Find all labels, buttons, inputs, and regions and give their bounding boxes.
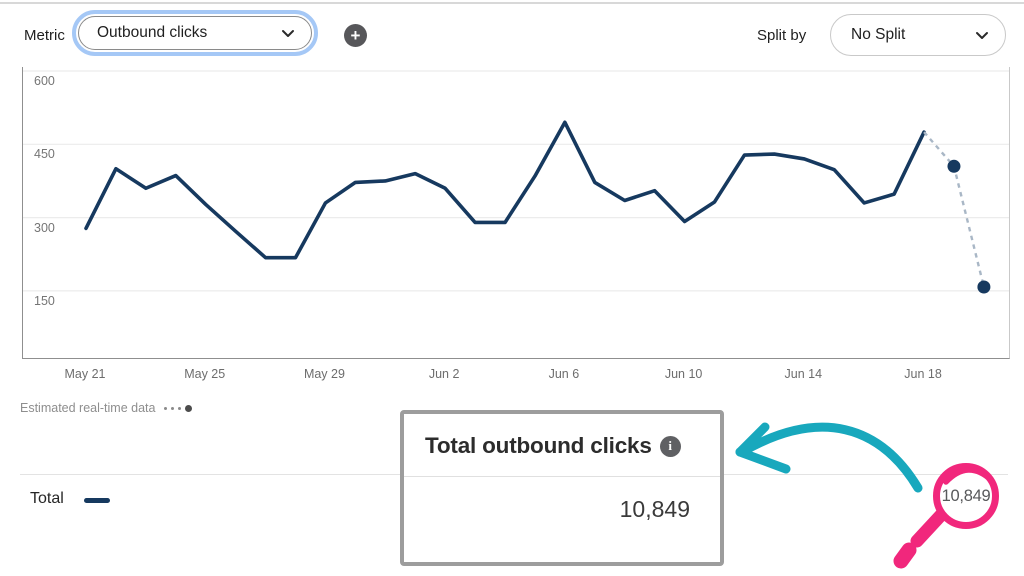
info-icon[interactable]: i — [659, 435, 681, 457]
x-axis-label: Jun 14 — [784, 367, 823, 381]
split-by-label: Split by — [757, 27, 807, 44]
chart-line-total — [84, 120, 926, 260]
annotation-arrow-icon — [735, 422, 923, 493]
estimated-point-dot — [947, 159, 961, 173]
estimated-dots-icon — [164, 404, 193, 412]
estimated-point-dot — [977, 280, 991, 294]
x-axis-label: Jun 10 — [664, 367, 703, 381]
card-title: Total outbound clicks — [425, 433, 652, 458]
x-axis-label: Jun 2 — [428, 367, 460, 381]
x-axis-label: Jun 18 — [904, 367, 942, 381]
x-axis-labels: May 21 May 25 May 29 Jun 2 Jun 6 Jun 10 Jun 14… — [22, 367, 1008, 385]
chevron-down-icon — [281, 29, 295, 38]
total-outbound-clicks-card: Total outbound clicks i 10,849 — [400, 410, 724, 566]
metric-dropdown-inner[interactable]: Outbound clicks — [78, 16, 312, 50]
metric-label: Metric — [24, 27, 65, 44]
estimated-data-legend: Estimated real-time data — [20, 401, 193, 415]
split-by-dropdown-value: No Split — [851, 26, 906, 43]
x-axis-label: May 21 — [64, 367, 106, 381]
top-divider-line — [0, 2, 1024, 4]
y-axis-label: 300 — [34, 220, 55, 235]
chevron-down-icon — [975, 31, 989, 40]
magnifier-handle-icon — [893, 507, 949, 569]
total-series-line-swatch — [84, 498, 110, 503]
estimated-data-label: Estimated real-time data — [20, 401, 156, 415]
y-axis-label: 450 — [34, 147, 55, 162]
metric-dropdown-value: Outbound clicks — [97, 24, 208, 41]
y-axis-label: 600 — [34, 74, 55, 88]
x-axis-label: May 25 — [184, 367, 226, 381]
chart-line-estimated — [923, 131, 986, 288]
magnifier-lens-icon: 10,849 — [933, 463, 999, 529]
add-metric-button[interactable]: + — [344, 24, 367, 47]
card-divider — [404, 476, 720, 477]
x-axis-label: Jun 6 — [548, 367, 580, 381]
info-icon-glyph: i — [668, 438, 672, 453]
metric-dropdown[interactable]: Outbound clicks — [72, 10, 318, 56]
magnifier-value: 10,849 — [941, 486, 991, 505]
total-series-label: Total — [30, 490, 64, 507]
line-chart-canvas — [23, 70, 1009, 294]
y-axis-label: 150 — [34, 293, 55, 308]
line-chart-area[interactable]: 600 450 300 150 — [22, 67, 1010, 359]
split-by-dropdown[interactable]: No Split — [830, 14, 1006, 56]
x-axis-label: May 29 — [303, 367, 345, 381]
plus-icon: + — [350, 26, 361, 45]
card-total-value: 10,849 — [619, 496, 690, 522]
